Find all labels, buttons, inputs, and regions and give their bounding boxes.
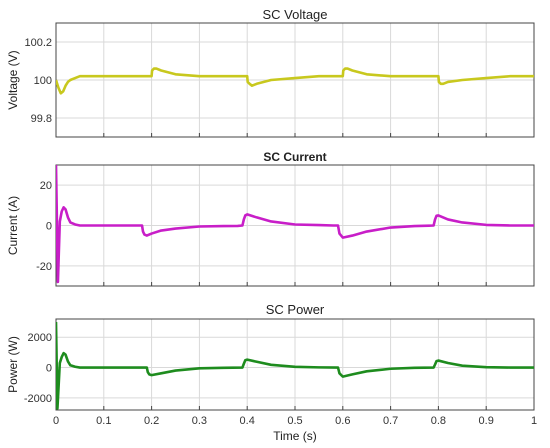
y-tick-label: -20 — [36, 261, 52, 273]
y-axis-label: Voltage (V) — [6, 50, 20, 109]
x-tick-label: 0.8 — [431, 415, 446, 427]
y-tick-label: 100.2 — [24, 37, 52, 49]
x-tick-label: 0.4 — [240, 415, 255, 427]
y-tick-label: 99.8 — [31, 113, 52, 125]
y-tick-label: 100 — [34, 75, 52, 87]
y-tick-label: 0 — [46, 221, 52, 233]
x-tick-label: 0.1 — [96, 415, 111, 427]
x-tick-label: 0.6 — [335, 415, 350, 427]
x-tick-label: 0.3 — [192, 415, 207, 427]
chart-title: SC Current — [263, 150, 326, 164]
x-tick-label: 0.5 — [287, 415, 302, 427]
y-tick-label: -2000 — [24, 393, 52, 405]
y-axis-label: Current (A) — [6, 196, 20, 255]
series-line — [56, 322, 534, 410]
chart-panel-2: -20 0 20 SC Current Current (A) — [6, 150, 535, 287]
y-tick-label: 20 — [40, 180, 52, 192]
y-tick-label: 2000 — [28, 332, 52, 344]
x-tick-label: 0.7 — [383, 415, 398, 427]
y-tick-label: 0 — [46, 363, 52, 375]
x-tick-label: 0.2 — [144, 415, 159, 427]
chart-title: SC Voltage — [262, 7, 327, 22]
x-tick-label: 0.9 — [479, 415, 494, 427]
series-line — [56, 165, 534, 284]
x-tick-label: 1 — [531, 415, 537, 427]
x-tick-label: 0 — [53, 415, 59, 427]
chart-panel-1: 99.8 100 100.2 SC Voltage Voltage (V) — [6, 7, 535, 138]
chart-title: SC Power — [266, 302, 325, 317]
series-line — [56, 67, 534, 95]
y-axis-label: Power (W) — [6, 336, 20, 393]
x-axis-label: Time (s) — [273, 429, 317, 443]
